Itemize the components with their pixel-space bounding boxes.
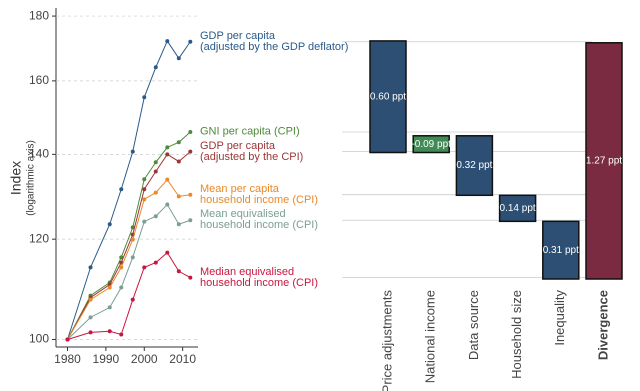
data-point: [119, 285, 124, 290]
category-label: Price adjustments: [379, 290, 394, 391]
value-label: 0.32 ppt: [456, 160, 492, 171]
data-point: [165, 152, 170, 157]
data-point: [176, 56, 181, 61]
waterfall-bar: [498, 194, 537, 223]
data-point: [130, 255, 135, 260]
data-point: [153, 260, 158, 265]
data-point: [188, 275, 193, 280]
category-label: National income: [423, 290, 438, 383]
data-point: [176, 159, 181, 164]
data-point: [165, 202, 170, 207]
data-point: [119, 187, 124, 192]
data-point: [107, 329, 112, 334]
data-point: [130, 225, 135, 230]
waterfall-bar: [369, 40, 407, 154]
series-line: [67, 40, 191, 340]
y-axis-title: Index (logarithmic axis): [8, 140, 37, 216]
series-line: [67, 151, 191, 340]
data-point: [188, 130, 193, 135]
waterfall-bar: [542, 220, 580, 280]
data-point: [153, 160, 158, 165]
data-point: [188, 39, 193, 44]
x-tick-label: 1980: [54, 352, 81, 366]
data-point: [176, 222, 181, 227]
data-point: [65, 337, 70, 342]
x-tick-label: 2000: [131, 352, 158, 366]
data-point: [88, 315, 93, 320]
series-line: [67, 251, 191, 340]
series-label: Median equivalised household income (CPI…: [200, 265, 319, 289]
y-tick-label: 140: [29, 147, 49, 161]
value-label: 1.27 ppt: [586, 156, 622, 167]
series-line: [67, 131, 191, 340]
data-point: [142, 197, 147, 202]
series-line: [67, 203, 191, 340]
category-label: Divergence: [595, 290, 610, 360]
data-point: [165, 145, 170, 150]
data-point: [165, 177, 170, 182]
value-label: 0.14 ppt: [500, 203, 536, 214]
data-point: [107, 305, 112, 310]
series-label: Mean per capita household income (CPI): [200, 182, 319, 206]
data-point: [142, 219, 147, 224]
series-label: Mean equivalised household income (CPI): [200, 208, 319, 232]
data-point: [119, 255, 124, 260]
data-point: [119, 265, 124, 270]
data-point: [165, 39, 170, 44]
data-point: [119, 332, 124, 337]
waterfall-bar: [455, 135, 494, 197]
series-label: GDP per capita (adjusted by the CPI): [200, 139, 304, 163]
waterfall-bar: [585, 42, 623, 280]
data-point: [153, 190, 158, 195]
data-point: [107, 222, 112, 227]
value-label: -0.09 ppt: [411, 139, 451, 150]
y-tick-label: 160: [29, 73, 49, 87]
value-label: 0.60 ppt: [370, 91, 406, 102]
data-point: [188, 192, 193, 197]
data-point: [130, 297, 135, 302]
y-axis-title: Index: [8, 161, 24, 195]
data-point: [188, 149, 193, 154]
data-point: [188, 218, 193, 223]
x-tick-label: 1990: [93, 352, 120, 366]
data-point: [88, 297, 93, 302]
data-point: [153, 65, 158, 70]
category-label: Household size: [509, 290, 524, 379]
data-point: [130, 149, 135, 154]
data-point: [153, 169, 158, 174]
series-line: [67, 178, 191, 340]
data-point: [165, 250, 170, 255]
data-point: [142, 265, 147, 270]
data-point: [88, 330, 93, 335]
data-point: [130, 237, 135, 242]
data-point: [176, 140, 181, 145]
data-point: [176, 269, 181, 274]
category-label: Inequality: [552, 290, 567, 346]
y-tick-label: 180: [29, 8, 49, 22]
y-axis-note: (logarithmic axis): [26, 140, 37, 216]
data-point: [142, 95, 147, 100]
data-point: [142, 187, 147, 192]
data-point: [107, 285, 112, 290]
y-tick-label: 120: [29, 231, 49, 245]
series-label: GDP per capita (adjusted by the GDP defl…: [200, 29, 349, 53]
y-tick-label: 100: [29, 332, 49, 346]
value-label: 0.31 ppt: [543, 245, 579, 256]
data-point: [176, 194, 181, 199]
data-point: [142, 177, 147, 182]
data-point: [88, 265, 93, 270]
category-label: Data source: [466, 290, 481, 360]
data-point: [153, 214, 158, 219]
series-label: GNI per capita (CPI): [200, 125, 300, 138]
data-point: [119, 260, 124, 265]
x-tick-label: 2010: [169, 352, 196, 366]
waterfall-bar: [412, 135, 450, 154]
